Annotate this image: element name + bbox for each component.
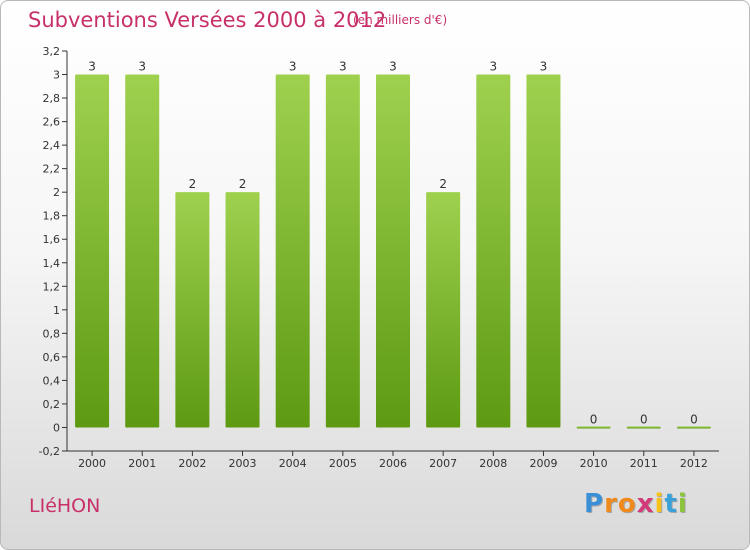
bar-2012 (676, 426, 711, 429)
data-label-2005: 3 (339, 60, 347, 74)
data-label-2008: 3 (489, 60, 497, 74)
x-tick-label: 2004 (279, 457, 307, 470)
logo-letter: r (604, 489, 618, 519)
x-tick-label: 2005 (329, 457, 357, 470)
bar-2006 (376, 74, 410, 428)
x-tick-label: 2003 (229, 457, 257, 470)
data-label-2004: 3 (289, 60, 297, 74)
bar-2011 (626, 426, 661, 429)
chart-subtitle: (en milliers d'€) (353, 13, 448, 27)
y-tick-label: 2,6 (43, 116, 61, 129)
x-tick-label: 2007 (429, 457, 457, 470)
y-tick-label: 1 (53, 304, 60, 317)
y-tick-label: 1,8 (43, 210, 61, 223)
logo-letter: o (617, 489, 637, 519)
y-tick-label: 0,6 (43, 351, 61, 364)
commune-name: LIéHON (29, 495, 101, 517)
logo-letter: i (654, 489, 665, 519)
x-tick-label: 2000 (78, 457, 106, 470)
chart-title: Subventions Versées 2000 à 2012 (28, 8, 387, 32)
data-label-2001: 3 (138, 60, 146, 74)
bars (75, 74, 711, 429)
data-label-2007: 2 (439, 177, 447, 191)
y-tick-label: 2,8 (43, 92, 61, 105)
y-tick-label: 0,4 (43, 374, 61, 387)
x-tick-label: 2008 (479, 457, 507, 470)
x-tick-label: 2012 (680, 457, 708, 470)
data-label-2012: 0 (690, 412, 698, 426)
logo-letter: i (677, 489, 688, 519)
logo-letter: x (636, 489, 655, 519)
y-tick-label: 2,2 (43, 163, 61, 176)
y-tick-label: 2,4 (43, 139, 61, 152)
y-tick-label: 3,2 (43, 45, 61, 58)
y-tick-label: 3 (53, 69, 60, 82)
x-tick-label: 2010 (580, 457, 608, 470)
bar-2003 (225, 192, 260, 428)
bar-2000 (75, 74, 110, 428)
x-tick-label: 2001 (128, 457, 156, 470)
logo-letter: P (584, 489, 605, 519)
data-label-2010: 0 (590, 412, 598, 426)
x-tick-label: 2002 (178, 457, 206, 470)
y-tick-label: 0,8 (43, 327, 61, 340)
data-label-2003: 2 (239, 177, 247, 191)
y-tick-label: -0,2 (39, 445, 60, 458)
bar-2008 (476, 74, 511, 428)
logo-letter: t (664, 489, 678, 519)
x-tick-label: 2006 (379, 457, 407, 470)
y-tick-label: 0 (53, 421, 60, 434)
data-label-2002: 2 (189, 177, 197, 191)
bar-2007 (426, 192, 461, 428)
bar-2010 (576, 426, 611, 429)
bar-2005 (325, 74, 360, 428)
y-tick-label: 2 (53, 186, 60, 199)
axes: -0,2 0 0,2 0,4 0,6 0,8 1 1,2 1,4 1,6 1,8 2 2,2 2,4 2,6… (39, 45, 719, 470)
y-tick-label: 1,6 (43, 233, 61, 246)
data-label-2009: 3 (540, 60, 548, 74)
y-tick-label: 1,4 (43, 257, 61, 270)
data-labels: 3 3 2 2 3 3 3 2 3 3 0 0 0 (88, 60, 697, 427)
x-tick-label: 2009 (529, 457, 557, 470)
data-label-2011: 0 (640, 412, 648, 426)
bar-2009 (526, 74, 561, 428)
x-tick-label: 2011 (630, 457, 658, 470)
proxiti-logo: Proxiti (584, 489, 688, 519)
bar-2004 (275, 74, 310, 428)
data-label-2000: 3 (88, 60, 96, 74)
y-tick-label: 0,2 (43, 398, 61, 411)
bar-2001 (125, 74, 160, 428)
data-label-2006: 3 (389, 60, 397, 74)
bar-2002 (175, 192, 210, 428)
y-tick-label: 1,2 (43, 280, 61, 293)
